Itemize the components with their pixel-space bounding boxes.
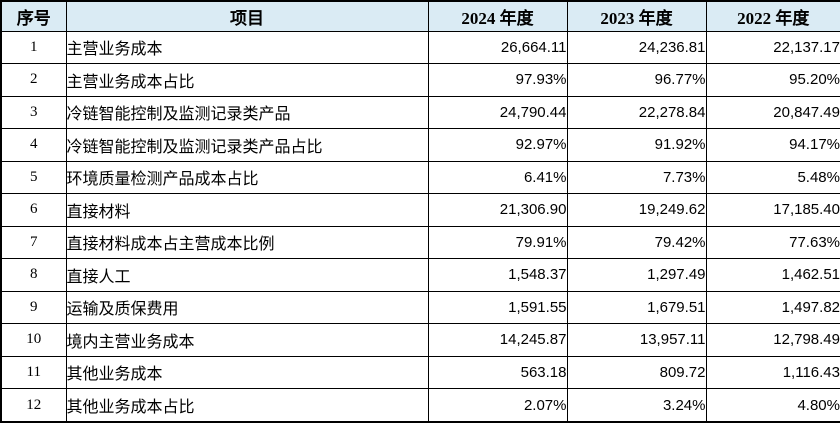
item-name-cell: 直接人工: [65, 258, 429, 292]
header-cell-2023: 2023 年度: [566, 0, 707, 32]
row-number-cell: 3: [0, 95, 67, 130]
value-2022-cell: 22,137.17: [705, 30, 840, 65]
item-name-cell: 主营业务成本占比: [65, 63, 429, 97]
value-2022-cell: 4.80%: [705, 388, 840, 423]
row-number-cell: 6: [0, 193, 67, 227]
value-2023-cell: 1,679.51: [566, 290, 707, 325]
header-cell-item: 项目: [65, 0, 429, 32]
item-name-cell: 运输及质保费用: [65, 290, 429, 325]
row-number-cell: 10: [0, 323, 67, 357]
header-cell-2024: 2024 年度: [427, 0, 568, 32]
value-2022-cell: 1,116.43: [705, 355, 840, 390]
item-name-cell: 主营业务成本: [65, 30, 429, 65]
value-2023-cell: 96.77%: [566, 63, 707, 97]
table-row: 1 主营业务成本 26,664.11 24,236.81 22,137.17: [0, 30, 840, 65]
value-2024-cell: 92.97%: [427, 128, 568, 162]
table-row: 11 其他业务成本 563.18 809.72 1,116.43: [0, 355, 840, 390]
value-2024-cell: 563.18: [427, 355, 568, 390]
table-row: 8 直接人工 1,548.37 1,297.49 1,462.51: [0, 258, 840, 292]
table-row: 3 冷链智能控制及监测记录类产品 24,790.44 22,278.84 20,…: [0, 95, 840, 130]
table-row: 5 环境质量检测产品成本占比 6.41% 7.73% 5.48%: [0, 160, 840, 195]
row-number-cell: 7: [0, 225, 67, 260]
row-number-cell: 5: [0, 160, 67, 195]
item-name-cell: 其他业务成本: [65, 355, 429, 390]
table-body: 1 主营业务成本 26,664.11 24,236.81 22,137.17 2…: [0, 30, 840, 423]
value-2024-cell: 14,245.87: [427, 323, 568, 357]
row-number-cell: 2: [0, 63, 67, 97]
item-name-cell: 境内主营业务成本: [65, 323, 429, 357]
value-2024-cell: 1,591.55: [427, 290, 568, 325]
header-cell-2022: 2022 年度: [705, 0, 840, 32]
value-2022-cell: 20,847.49: [705, 95, 840, 130]
value-2023-cell: 22,278.84: [566, 95, 707, 130]
value-2024-cell: 79.91%: [427, 225, 568, 260]
value-2023-cell: 3.24%: [566, 388, 707, 423]
value-2024-cell: 24,790.44: [427, 95, 568, 130]
value-2023-cell: 19,249.62: [566, 193, 707, 227]
row-number-cell: 12: [0, 388, 67, 423]
table-row: 10 境内主营业务成本 14,245.87 13,957.11 12,798.4…: [0, 323, 840, 357]
table-row: 12 其他业务成本占比 2.07% 3.24% 4.80%: [0, 388, 840, 423]
value-2023-cell: 79.42%: [566, 225, 707, 260]
row-number-cell: 1: [0, 30, 67, 65]
value-2024-cell: 6.41%: [427, 160, 568, 195]
value-2023-cell: 1,297.49: [566, 258, 707, 292]
row-number-cell: 11: [0, 355, 67, 390]
value-2024-cell: 2.07%: [427, 388, 568, 423]
value-2023-cell: 13,957.11: [566, 323, 707, 357]
table-row: 6 直接材料 21,306.90 19,249.62 17,185.40: [0, 193, 840, 227]
value-2024-cell: 21,306.90: [427, 193, 568, 227]
value-2024-cell: 97.93%: [427, 63, 568, 97]
value-2023-cell: 24,236.81: [566, 30, 707, 65]
item-name-cell: 直接材料成本占主营成本比例: [65, 225, 429, 260]
table-header-row: 序号 项目 2024 年度 2023 年度 2022 年度: [0, 0, 840, 32]
header-cell-no: 序号: [0, 0, 67, 32]
row-number-cell: 8: [0, 258, 67, 292]
row-number-cell: 9: [0, 290, 67, 325]
table-row: 9 运输及质保费用 1,591.55 1,679.51 1,497.82: [0, 290, 840, 325]
row-number-cell: 4: [0, 128, 67, 162]
value-2023-cell: 7.73%: [566, 160, 707, 195]
value-2022-cell: 1,462.51: [705, 258, 840, 292]
value-2022-cell: 94.17%: [705, 128, 840, 162]
value-2022-cell: 95.20%: [705, 63, 840, 97]
value-2024-cell: 1,548.37: [427, 258, 568, 292]
value-2022-cell: 1,497.82: [705, 290, 840, 325]
value-2023-cell: 91.92%: [566, 128, 707, 162]
item-name-cell: 冷链智能控制及监测记录类产品: [65, 95, 429, 130]
value-2023-cell: 809.72: [566, 355, 707, 390]
item-name-cell: 直接材料: [65, 193, 429, 227]
value-2022-cell: 12,798.49: [705, 323, 840, 357]
table-row: 2 主营业务成本占比 97.93% 96.77% 95.20%: [0, 63, 840, 97]
item-name-cell: 环境质量检测产品成本占比: [65, 160, 429, 195]
value-2022-cell: 5.48%: [705, 160, 840, 195]
item-name-cell: 其他业务成本占比: [65, 388, 429, 423]
value-2022-cell: 17,185.40: [705, 193, 840, 227]
table-row: 4 冷链智能控制及监测记录类产品占比 92.97% 91.92% 94.17%: [0, 128, 840, 162]
value-2024-cell: 26,664.11: [427, 30, 568, 65]
value-2022-cell: 77.63%: [705, 225, 840, 260]
table-row: 7 直接材料成本占主营成本比例 79.91% 79.42% 77.63%: [0, 225, 840, 260]
item-name-cell: 冷链智能控制及监测记录类产品占比: [65, 128, 429, 162]
